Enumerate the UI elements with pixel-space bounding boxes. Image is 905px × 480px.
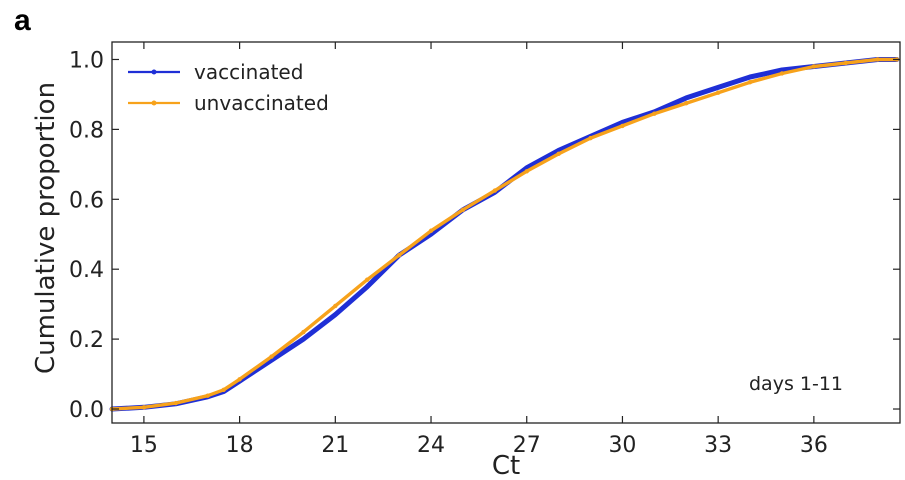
y-tick-label: 0.8 — [69, 118, 104, 143]
legend-item-vaccinated: vaccinated — [128, 60, 303, 84]
panel-label: a — [14, 4, 31, 37]
annotation-days: days 1-11 — [749, 373, 843, 395]
data-point-unvaccinated — [428, 228, 434, 233]
plot-area: 15 18 21 24 27 30 33 36 0.0 0.2 0.4 0.6 0.8 1.0 — [69, 41, 901, 458]
y-tick-label: 0.4 — [69, 258, 104, 283]
data-point-vaccinated — [333, 312, 338, 317]
series-layer — [109, 57, 900, 412]
data-point-unvaccinated — [556, 151, 561, 157]
data-point-unvaccinated — [588, 135, 593, 141]
data-point-unvaccinated — [141, 405, 147, 410]
data-point-vaccinated — [301, 336, 306, 342]
x-axis-title: Ct — [492, 451, 520, 480]
data-point-unvaccinated — [301, 329, 306, 335]
legend-label-vaccinated: vaccinated — [194, 60, 303, 84]
x-tick-label: 15 — [130, 433, 158, 458]
data-point-unvaccinated — [811, 64, 817, 69]
data-point-unvaccinated — [747, 79, 753, 85]
data-point-unvaccinated — [269, 354, 274, 359]
x-tick-label: 36 — [800, 433, 828, 458]
data-point-unvaccinated — [620, 123, 625, 129]
legend-label-unvaccinated: unvaccinated — [194, 91, 329, 115]
data-point-unvaccinated — [843, 60, 848, 66]
x-tick-label: 24 — [417, 433, 445, 458]
data-point-unvaccinated — [221, 387, 226, 392]
data-point-unvaccinated — [460, 207, 466, 212]
x-tick-label: 21 — [321, 433, 349, 458]
data-point-unvaccinated — [715, 90, 721, 95]
x-axis: 15 18 21 24 27 30 33 36 — [130, 42, 828, 458]
x-tick-label: 27 — [513, 433, 541, 458]
legend: vaccinated unvaccinated — [128, 60, 329, 115]
data-point-vaccinated — [715, 85, 721, 90]
data-point-unvaccinated — [684, 100, 689, 106]
data-point-unvaccinated — [365, 277, 370, 282]
data-point-unvaccinated — [173, 400, 179, 406]
data-point-unvaccinated — [396, 253, 402, 258]
data-point-vaccinated — [620, 120, 625, 125]
y-axis: 0.0 0.2 0.4 0.6 0.8 1.0 — [69, 48, 900, 423]
legend-item-unvaccinated: unvaccinated — [128, 91, 329, 115]
data-point-unvaccinated — [492, 188, 498, 193]
legend-marker-unvaccinated — [151, 100, 157, 106]
data-point-unvaccinated — [652, 111, 657, 116]
x-tick-label: 33 — [704, 433, 732, 458]
y-axis-title: Cumulative proportion — [31, 82, 61, 374]
data-point-vaccinated — [747, 74, 753, 80]
legend-marker-vaccinated — [151, 69, 157, 75]
data-point-unvaccinated — [237, 377, 242, 382]
y-tick-label: 0.2 — [69, 328, 104, 353]
data-point-vaccinated — [365, 284, 370, 289]
y-tick-label: 0.6 — [69, 188, 104, 213]
y-tick-label: 1.0 — [69, 48, 104, 73]
data-point-unvaccinated — [333, 303, 338, 309]
x-tick-label: 30 — [608, 433, 636, 458]
x-tick-label: 18 — [226, 433, 254, 458]
data-point-unvaccinated — [205, 393, 210, 398]
data-point-vaccinated — [684, 95, 689, 101]
data-point-vaccinated — [779, 67, 785, 73]
data-point-unvaccinated — [524, 169, 529, 174]
y-tick-label: 0.0 — [69, 398, 104, 423]
data-point-unvaccinated — [779, 71, 785, 76]
data-point-unvaccinated — [875, 57, 880, 62]
axes-frame — [111, 41, 901, 424]
